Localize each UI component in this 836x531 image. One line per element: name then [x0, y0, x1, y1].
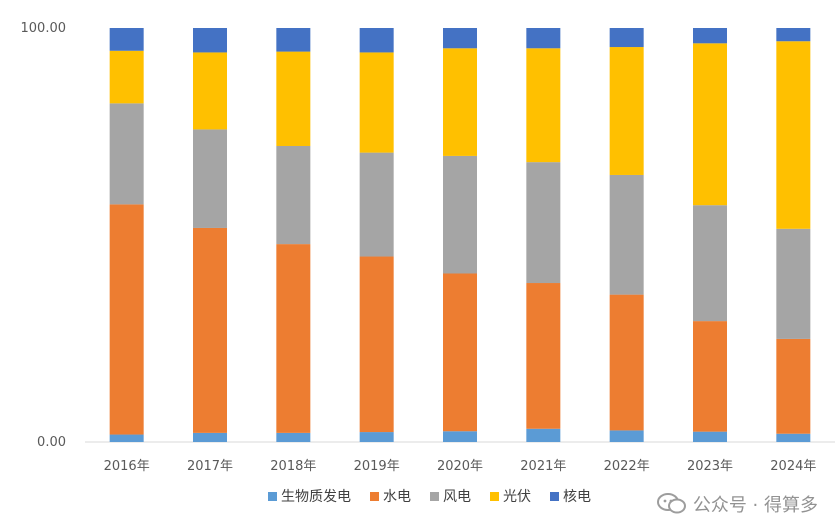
x-tick-label: 2024年 [770, 459, 816, 474]
legend-item: 水电 [370, 489, 411, 505]
bars-layer [109, 28, 811, 442]
bar-segment [693, 431, 727, 442]
bar-segment [193, 227, 227, 433]
x-tick-label: 2020年 [437, 459, 483, 474]
legend-item: 光伏 [490, 489, 531, 505]
x-axis-labels: 2016年 2017年 2018年 2019年 2020年 2021年 2022年 2023年… [104, 459, 817, 474]
legend-label: 光伏 [503, 489, 531, 505]
bar-segment [693, 28, 727, 44]
bar-segment [609, 47, 644, 175]
bar-segment [526, 28, 561, 49]
x-tick-label: 2016年 [104, 459, 150, 474]
bar-segment [109, 28, 144, 51]
bar-segment [693, 321, 727, 432]
bar-segment [693, 205, 727, 322]
legend-swatch [490, 492, 499, 501]
bar-segment [193, 129, 227, 228]
bar-segment [776, 41, 811, 229]
bar-segment [776, 228, 811, 339]
bar-segment [776, 433, 811, 442]
bar-segment [776, 28, 811, 42]
bar-segment [109, 204, 144, 435]
bar-segment [193, 28, 227, 53]
bar-segment [609, 28, 644, 48]
bar-segment [276, 244, 311, 433]
bar-segment [443, 431, 477, 442]
x-tick-label: 2018年 [270, 459, 316, 474]
legend-item: 生物质发电 [268, 489, 351, 505]
bar-segment [276, 432, 311, 442]
bar-segment [609, 294, 644, 431]
legend: 生物质发电 水电 风电 光伏 核电 [268, 489, 591, 505]
bar-segment [109, 103, 144, 205]
legend-label: 水电 [383, 489, 411, 505]
bar-segment [443, 48, 477, 156]
bar-segment [276, 145, 311, 245]
bar-segment [693, 43, 727, 206]
legend-label: 生物质发电 [281, 489, 351, 505]
x-tick-label: 2021年 [520, 459, 566, 474]
bar-segment [359, 432, 394, 442]
bar-segment [526, 428, 561, 442]
bar-segment [443, 155, 477, 274]
legend-label: 核电 [563, 489, 591, 505]
legend-swatch [268, 492, 277, 501]
bar-segment [443, 28, 477, 49]
legend-label: 风电 [443, 489, 471, 505]
bar-segment [609, 174, 644, 295]
x-tick-label: 2022年 [604, 459, 650, 474]
legend-item: 核电 [550, 489, 591, 505]
legend-swatch [550, 492, 559, 501]
bar-segment [359, 28, 394, 53]
x-tick-label: 2023年 [687, 459, 733, 474]
bar-segment [526, 48, 561, 163]
watermark-text: 公众号 · 得算多 [692, 495, 818, 516]
x-tick-label: 2019年 [354, 459, 400, 474]
bar-segment [193, 432, 227, 442]
legend-item: 风电 [430, 489, 471, 505]
bar-segment [109, 50, 144, 104]
wechat-icon [656, 493, 687, 515]
legend-swatch [430, 492, 439, 501]
bar-segment [276, 51, 311, 146]
y-tick-label: 0.00 [37, 435, 66, 450]
watermark: 公众号 · 得算多 [656, 491, 818, 517]
bar-segment [276, 28, 311, 52]
legend-swatch [370, 492, 379, 501]
bar-segment [359, 52, 394, 153]
bar-segment [359, 152, 394, 257]
bar-segment [526, 283, 561, 429]
bar-segment [526, 162, 561, 284]
bar-segment [359, 256, 394, 433]
x-tick-label: 2017年 [187, 459, 233, 474]
bar-segment [776, 338, 811, 434]
bar-segment [109, 434, 144, 442]
bar-segment [443, 273, 477, 432]
y-tick-label: 100.00 [21, 21, 67, 36]
bar-segment [193, 52, 227, 130]
bar-segment [609, 430, 644, 442]
